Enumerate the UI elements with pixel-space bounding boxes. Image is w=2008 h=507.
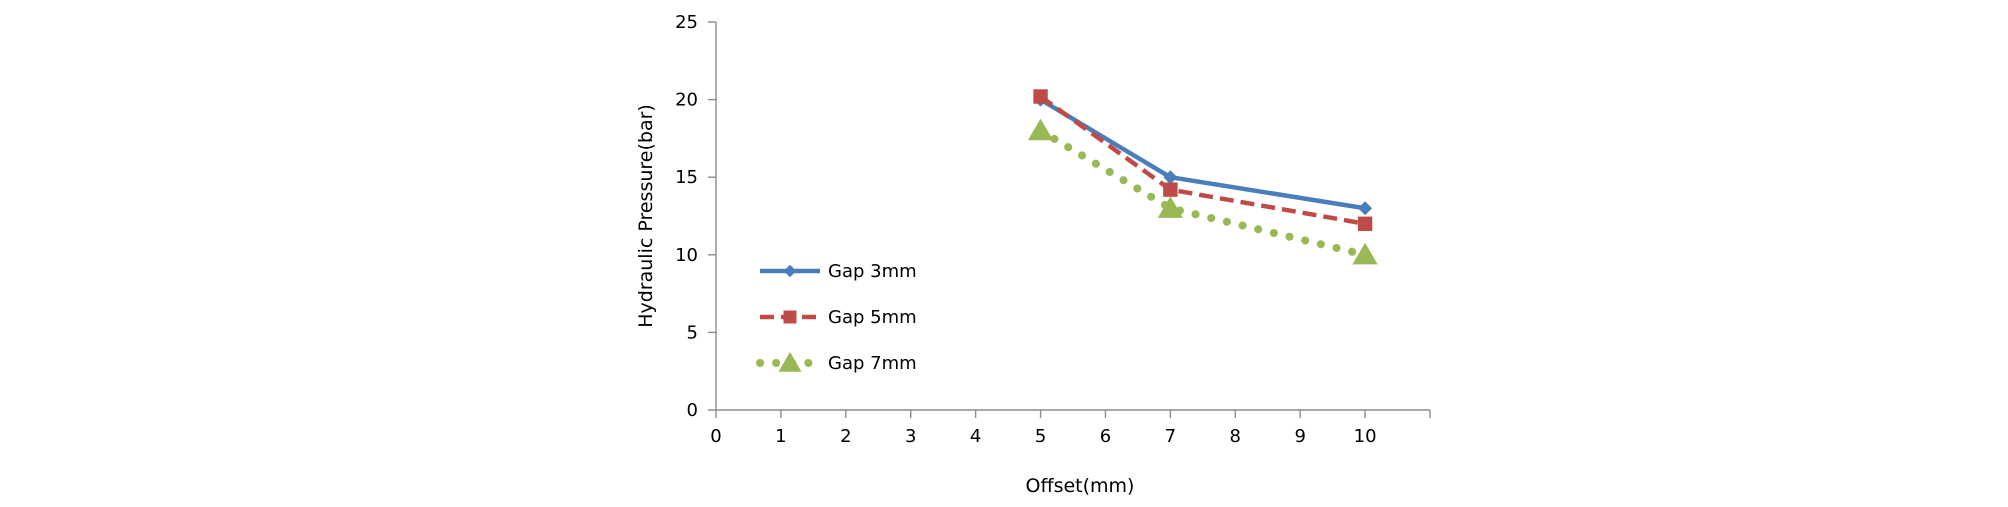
data-point [1352,242,1378,265]
legend-item-2: Gap 5mm [760,307,917,328]
x-tick-label: 5 [1035,426,1046,447]
legend-item-3: Gap 7mm [756,352,917,374]
y-tick-label: 15 [675,167,698,188]
data-point [1357,216,1373,231]
x-tick-label: 9 [1294,426,1305,447]
data-point [1157,196,1183,218]
data-point [1163,170,1178,185]
legend-marker [783,264,797,278]
x-tick-label: 6 [1100,426,1111,447]
series-line [1039,94,1366,226]
legend-marker [783,310,797,324]
x-tick-label: 1 [775,426,786,447]
series-layer [1027,89,1378,265]
x-axis-title: Offset(mm) [1026,475,1135,497]
legend: Gap 3mm Gap 5mm Gap 7mm [756,261,917,374]
data-point [1358,201,1373,216]
x-tick-label: 3 [905,426,916,447]
data-point [1027,118,1054,141]
legend-label: Gap 7mm [828,353,917,374]
y-tick-label: 25 [675,12,698,33]
data-point [1163,182,1178,197]
legend-label: Gap 5mm [828,307,917,328]
axes: 0 5 10 15 20 25 0 1 2 3 4 5 6 7 8 9 10 [675,12,1431,447]
x-tick-label: 0 [710,426,721,447]
data-point [1033,89,1048,104]
series-2 [1033,89,1373,231]
series-line [1039,97,1366,211]
series-line [1036,126,1370,259]
x-tick-label: 7 [1165,426,1176,447]
legend-item-1: Gap 3mm [760,261,917,282]
legend-marker [778,352,802,372]
x-tick-label: 10 [1354,426,1377,447]
y-axis-title: Hydraulic Pressure(bar) [635,104,657,328]
x-tick-label: 8 [1230,426,1241,447]
x-tick-label: 2 [840,426,851,447]
y-tick-label: 10 [675,245,698,266]
y-tick-label: 0 [687,400,698,421]
x-tick-label: 4 [970,426,981,447]
legend-label: Gap 3mm [828,261,917,282]
y-tick-label: 20 [675,90,698,111]
y-tick-label: 5 [687,322,698,343]
series-3 [1027,118,1378,265]
